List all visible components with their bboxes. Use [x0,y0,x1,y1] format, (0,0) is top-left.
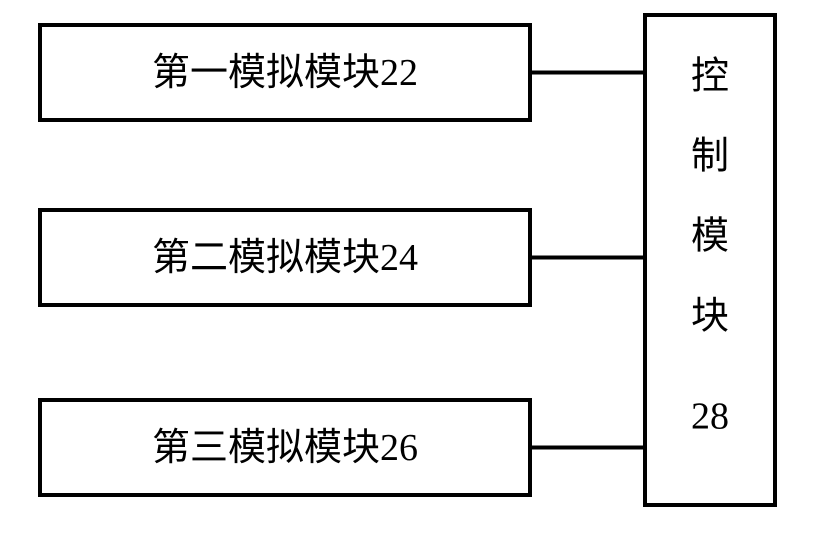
node-control-char-0: 控 [691,56,729,98]
node-module1-label: 第一模拟模块22 [152,52,418,94]
block-diagram: 第一模拟模块22 第二模拟模块24 第三模拟模块26 控 制 模 块 28 [0,0,814,543]
node-module3-label: 第三模拟模块26 [152,427,418,469]
node-control-char-1: 制 [691,136,729,178]
node-module2-label: 第二模拟模块24 [152,237,418,279]
node-control-char-2: 模 [691,216,729,258]
node-control-char-3: 块 [691,296,729,338]
node-control-char-4: 28 [691,396,729,438]
